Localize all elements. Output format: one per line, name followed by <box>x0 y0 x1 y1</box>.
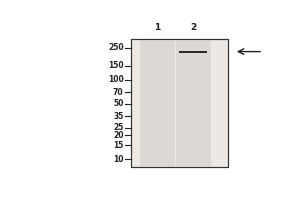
Bar <box>130 39 228 167</box>
Text: 10: 10 <box>113 155 124 164</box>
Bar <box>176 39 211 167</box>
Text: 2: 2 <box>190 23 196 32</box>
Text: 150: 150 <box>108 61 124 70</box>
Text: 1: 1 <box>154 23 161 32</box>
Text: 50: 50 <box>113 99 124 108</box>
Text: 250: 250 <box>108 43 124 52</box>
Text: 70: 70 <box>113 88 124 97</box>
Text: 35: 35 <box>113 112 124 121</box>
Bar <box>179 51 207 53</box>
Bar <box>130 39 228 167</box>
Text: 100: 100 <box>108 75 124 84</box>
Text: 25: 25 <box>113 123 124 132</box>
Bar <box>140 39 175 167</box>
Text: 20: 20 <box>113 131 124 140</box>
Text: 15: 15 <box>113 141 124 150</box>
